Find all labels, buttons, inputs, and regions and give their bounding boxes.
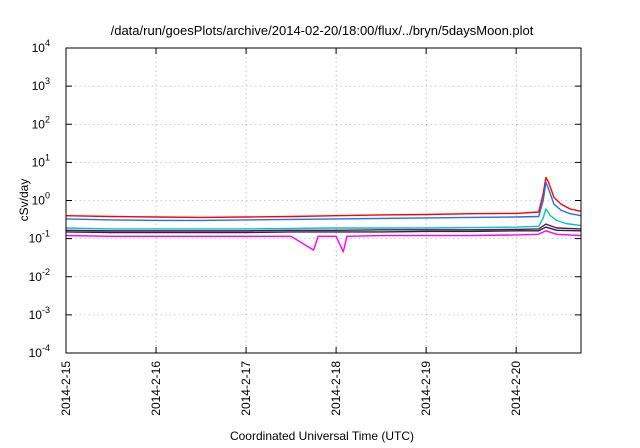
series-line-1: [65, 176, 582, 219]
series-line-6: [65, 230, 582, 253]
y-tick-label: 10-3: [29, 305, 50, 322]
data-series: [65, 176, 582, 253]
y-tick-label: 10-1: [29, 229, 50, 246]
x-tick-label: 2014-2-19: [419, 361, 433, 416]
y-tick-label: 101: [32, 152, 50, 169]
y-tick-label: 10-2: [29, 267, 50, 284]
y-tick-label: 100: [32, 191, 50, 208]
x-axis-label: Coordinated Universal Time (UTC): [230, 429, 414, 443]
y-tick-label: 104: [32, 38, 50, 55]
y-tick-label: 102: [32, 114, 50, 131]
series-line-2: [65, 181, 582, 222]
x-tick-label: 2014-2-16: [149, 361, 163, 416]
x-axis: 2014-2-15 2014-2-16 2014-2-17 2014-2-18 2014…: [59, 48, 523, 416]
series-line-5: [65, 226, 582, 234]
chart-title: /data/run/goesPlots/archive/2014-02-20/1…: [111, 23, 534, 38]
y-axis-label: cSv/day: [17, 179, 31, 222]
x-tick-label: 2014-2-15: [59, 361, 73, 416]
x-tick-label: 2014-2-20: [509, 361, 523, 416]
grid-lines: [65, 48, 581, 353]
series-line-3: [65, 208, 582, 230]
y-axis: 104 103 102 101 100 10-1 10-2 10-3 10-4: [29, 38, 581, 360]
series-line-4: [65, 223, 582, 232]
x-tick-label: 2014-2-18: [329, 361, 343, 416]
y-tick-label: 103: [32, 76, 50, 93]
x-tick-label: 2014-2-17: [239, 361, 253, 416]
y-tick-label: 10-4: [29, 343, 50, 360]
